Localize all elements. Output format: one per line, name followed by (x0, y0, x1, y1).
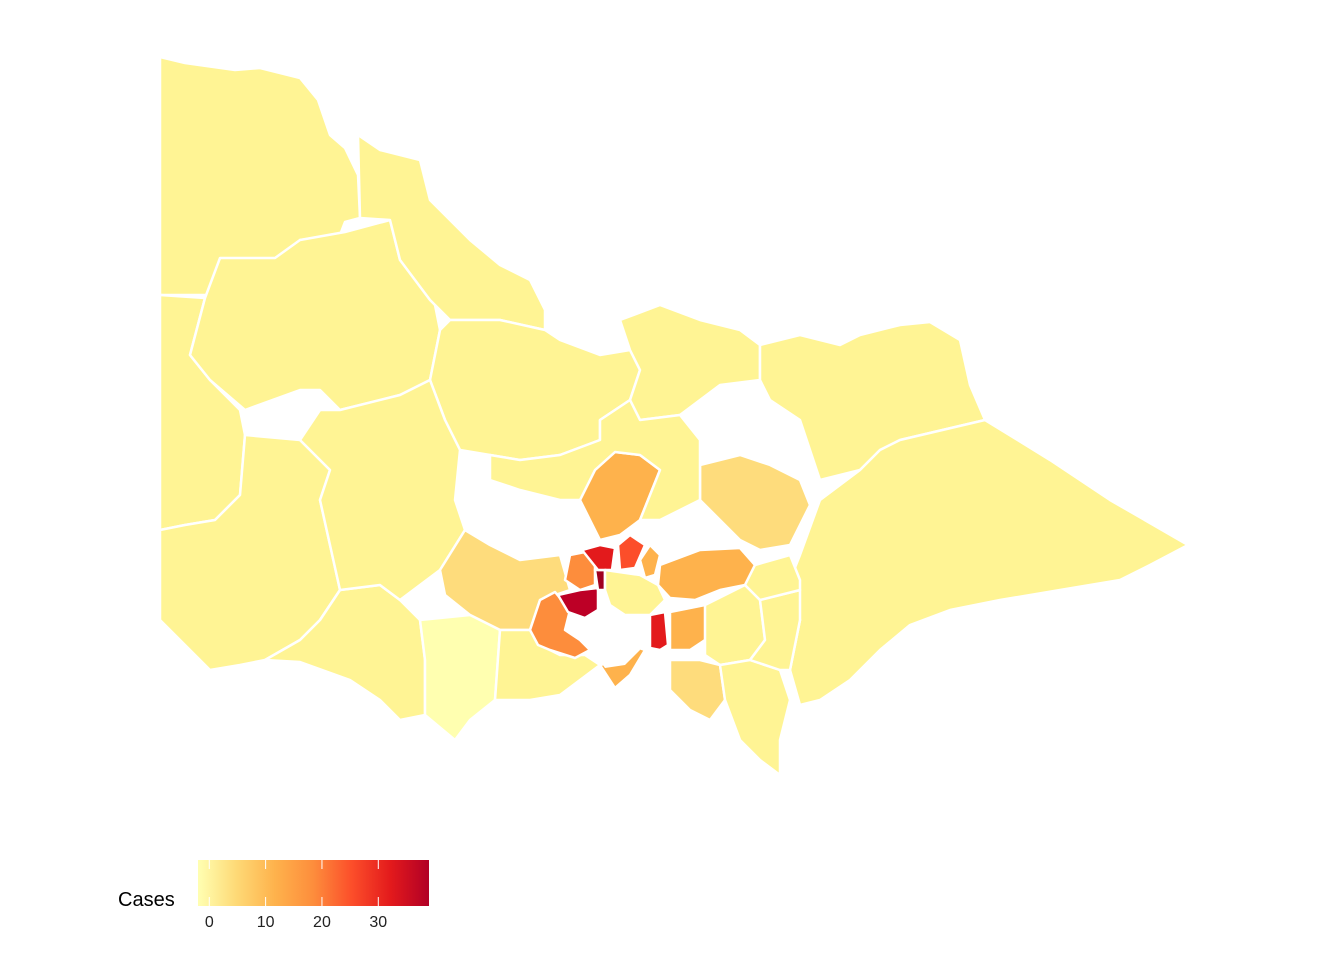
region-nillumbik (638, 543, 662, 580)
port-phillip-bay (585, 615, 640, 668)
legend-tick-label: 30 (369, 914, 387, 931)
region-upper-central (488, 398, 702, 522)
legend-tick-label: 0 (205, 914, 214, 931)
region-east (788, 418, 1190, 707)
legend: Cases 0 10 20 30 (118, 860, 429, 931)
region-latrobe (748, 588, 802, 672)
region-geelong (528, 590, 592, 660)
region-south-east (648, 610, 670, 652)
region-murray-north (356, 133, 547, 332)
legend-tick-label: 10 (257, 914, 275, 931)
region-yarra-ranges (656, 546, 757, 602)
region-north-east-melbourne (698, 453, 812, 552)
region-south-gippsland (718, 658, 792, 777)
legend-colorbar (198, 860, 429, 906)
region-inner-core (593, 568, 607, 592)
region-goulburn (618, 303, 762, 422)
region-inner-east (603, 568, 667, 617)
region-whittlesea (616, 533, 647, 572)
region-inner-west (556, 586, 600, 620)
region-south-gippsland-west (668, 658, 727, 722)
region-bellarine (493, 628, 602, 702)
legend-title: Cases (118, 889, 175, 911)
legend-ticks: 0 10 20 30 (205, 860, 387, 931)
region-surf-coast (418, 613, 502, 742)
map-regions (158, 55, 1190, 777)
legend-tick-label: 20 (313, 914, 331, 931)
region-central-gippsland (743, 553, 802, 602)
